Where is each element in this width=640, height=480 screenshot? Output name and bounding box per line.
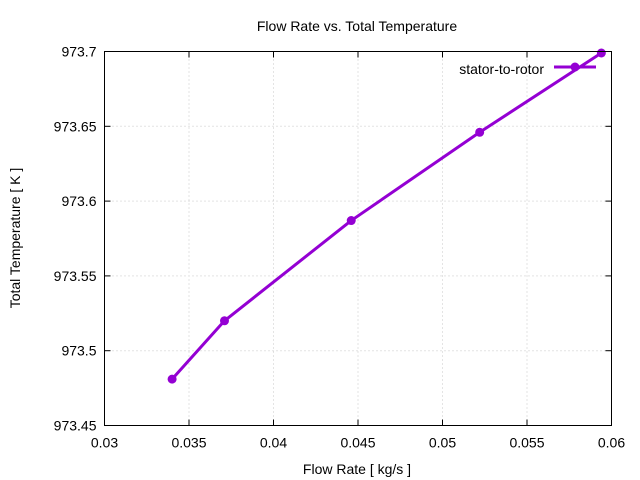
data-point [167, 374, 177, 384]
data-point [596, 48, 606, 58]
grid-lines [104, 51, 612, 426]
x-tick-label: 0.03 [91, 435, 118, 451]
y-tick-label: 973.7 [61, 44, 96, 60]
legend: stator-to-rotor [459, 61, 596, 77]
y-axis-label: Total Temperature [ K ] [7, 168, 23, 309]
chart-title: Flow Rate vs. Total Temperature [257, 18, 457, 34]
data-point [219, 316, 229, 326]
x-tick-label: 0.04 [260, 435, 287, 451]
series-layer [167, 48, 606, 384]
x-tick-label: 0.06 [598, 435, 625, 451]
plot-frame [104, 51, 612, 426]
x-tick-label: 0.055 [509, 435, 544, 451]
legend-marker [570, 62, 580, 72]
x-tick-labels: 0.03 0.035 0.04 0.045 0.05 0.055 0.06 [91, 435, 625, 451]
x-axis-label: Flow Rate [ kg/s ] [303, 461, 411, 477]
y-tick-labels: 973.45 973.5 973.55 973.6 973.65 973.7 [54, 44, 97, 434]
y-tick-label: 973.6 [61, 193, 96, 209]
x-tick-label: 0.05 [429, 435, 456, 451]
y-tick-label: 973.65 [54, 118, 97, 134]
x-tick-label: 0.045 [340, 435, 375, 451]
legend-label: stator-to-rotor [459, 61, 544, 77]
y-tick-label: 973.45 [54, 418, 97, 434]
y-tick-label: 973.55 [54, 268, 97, 284]
data-point [346, 216, 356, 226]
data-point [475, 127, 485, 137]
y-tick-label: 973.5 [61, 343, 96, 359]
x-tick-label: 0.035 [171, 435, 206, 451]
